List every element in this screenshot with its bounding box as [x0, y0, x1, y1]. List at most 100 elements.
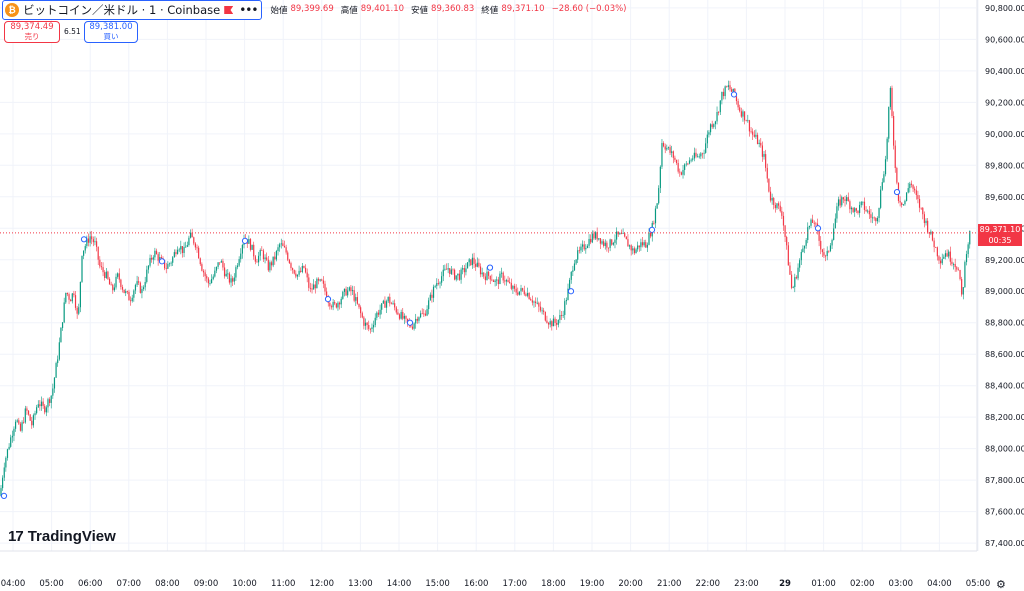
event-marker [730, 91, 738, 98]
candle-up [654, 208, 657, 224]
time-tick-label: 11:00 [271, 579, 296, 589]
candle-up [14, 421, 17, 429]
candle-up [471, 257, 474, 266]
candle-up [614, 239, 616, 243]
candle-down [868, 210, 870, 215]
tradingview-logo[interactable]: 17 TradingView [8, 528, 116, 545]
candle-down [295, 273, 297, 277]
candle-down [384, 300, 386, 308]
symbol-selector[interactable]: ₿ ビットコイン／米ドル · 1 · Coinbase ••• [2, 0, 263, 20]
candle-down [31, 420, 33, 426]
candle-down [484, 276, 486, 281]
candle-down [282, 243, 284, 247]
candle-up [144, 281, 146, 288]
candle-down [607, 247, 610, 249]
tradingview-wordmark: TradingView [27, 528, 116, 545]
candle-up [601, 241, 603, 244]
candle-down [29, 414, 31, 421]
candle-up [131, 297, 133, 302]
price-tick-label: 87,600.00 [985, 508, 1024, 517]
candle-down [752, 131, 754, 135]
candle-up [442, 269, 444, 277]
candle-down [633, 248, 636, 254]
candle-up [807, 227, 809, 241]
candle-down [815, 223, 817, 225]
candle-down [596, 232, 598, 240]
candle-up [925, 220, 927, 224]
candle-down [345, 288, 347, 296]
candle-up [457, 273, 459, 276]
price-tick-label: 88,800.00 [985, 319, 1024, 328]
price-tick-label: 88,400.00 [985, 382, 1024, 391]
candle-down [535, 301, 537, 303]
flag-icon[interactable] [224, 6, 234, 14]
candle-up [133, 290, 135, 298]
candle-up [209, 283, 211, 284]
candle-down [338, 302, 341, 305]
candle-up [230, 278, 232, 283]
candle-down [92, 239, 94, 243]
candle-up [385, 301, 388, 308]
candle-up [888, 106, 890, 139]
candle-up [622, 233, 624, 234]
candle-down [957, 269, 960, 271]
candle-down [753, 134, 755, 137]
candle-down [128, 291, 130, 301]
candle-up [376, 312, 378, 318]
candle-down [578, 250, 580, 252]
candle-up [189, 232, 192, 238]
candle-up [436, 283, 438, 286]
candle-down [416, 318, 418, 321]
candle-up [577, 250, 579, 260]
candle-down [530, 299, 532, 301]
candle-up [259, 250, 261, 256]
candle-up [889, 87, 891, 107]
candle-up [871, 217, 874, 219]
symbol-title[interactable]: ビットコイン／米ドル · 1 · Coinbase [23, 3, 221, 17]
candle-up [570, 271, 572, 280]
candle-down [504, 280, 506, 282]
candle-up [771, 198, 773, 201]
candle-down [219, 262, 221, 264]
candle-down [397, 312, 399, 315]
time-tick-label: 15:00 [425, 579, 450, 589]
candle-down [407, 318, 409, 322]
candle-down [292, 268, 294, 270]
candle-up [909, 183, 911, 189]
candle-down [914, 188, 916, 191]
candle-up [594, 232, 597, 239]
candle-up [115, 276, 117, 288]
sell-button[interactable]: 89,374.49 売り [4, 21, 60, 43]
buy-button[interactable]: 89,381.00 買い [84, 21, 138, 43]
candle-down [97, 246, 99, 260]
candle-up [434, 285, 436, 287]
candle-down [928, 232, 930, 234]
candle-up [646, 244, 648, 248]
candle-down [611, 239, 613, 245]
candle-up [147, 265, 150, 270]
candle-down [774, 205, 776, 209]
time-tick-label: 10:00 [232, 579, 257, 589]
settings-icon[interactable]: ⚙ [996, 578, 1006, 591]
time-tick-label: 07:00 [117, 579, 142, 589]
more-icon[interactable]: ••• [239, 3, 258, 17]
candle-down [288, 259, 290, 264]
candle-up [63, 302, 65, 323]
candle-down [191, 232, 193, 238]
candle-down [786, 236, 788, 246]
candle-up [878, 207, 880, 218]
candle-down [463, 268, 465, 273]
candle-down [509, 281, 511, 283]
candle-up [373, 324, 375, 328]
candle-up [173, 252, 175, 258]
candle-up [149, 257, 151, 266]
candle-down [402, 312, 404, 319]
candle-down [76, 307, 78, 314]
time-tick-label: 01:00 [811, 579, 836, 589]
candle-up [65, 292, 67, 303]
candle-down [360, 307, 362, 314]
candle-up [313, 284, 315, 290]
candle-up [705, 143, 707, 153]
low-value: 89,360.83 [431, 4, 475, 14]
